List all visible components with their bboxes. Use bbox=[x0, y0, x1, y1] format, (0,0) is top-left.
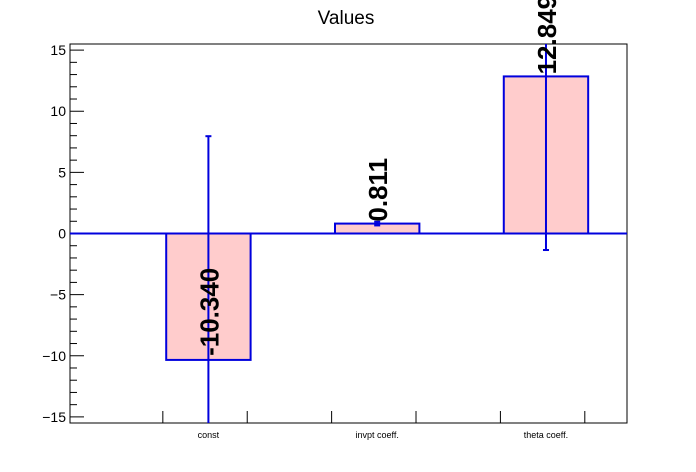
bars bbox=[70, 44, 627, 423]
data-label: 12.849 bbox=[532, 0, 562, 74]
y-tick-label: −15 bbox=[42, 409, 66, 425]
y-tick-label: 0 bbox=[58, 226, 66, 242]
y-tick-label: 15 bbox=[50, 42, 66, 58]
data-label: 0.811 bbox=[363, 158, 393, 222]
y-tick-label: 5 bbox=[58, 164, 66, 180]
y-tick-label: −10 bbox=[42, 348, 66, 364]
y-tick-label: −5 bbox=[50, 287, 66, 303]
data-label: -10.340 bbox=[194, 268, 224, 356]
x-category-label: const bbox=[198, 430, 220, 440]
y-axis: −15 −10 −5 0 5 10 15 bbox=[42, 42, 84, 425]
y-tick-label: 10 bbox=[50, 103, 66, 119]
x-category-label: invpt coeff. bbox=[356, 430, 399, 440]
x-category-label: theta coeff. bbox=[524, 430, 568, 440]
x-axis: const invpt coeff. theta coeff. bbox=[162, 411, 586, 440]
data-labels: -10.340 0.811 12.849 bbox=[194, 0, 562, 356]
chart-title: Values bbox=[318, 8, 375, 29]
